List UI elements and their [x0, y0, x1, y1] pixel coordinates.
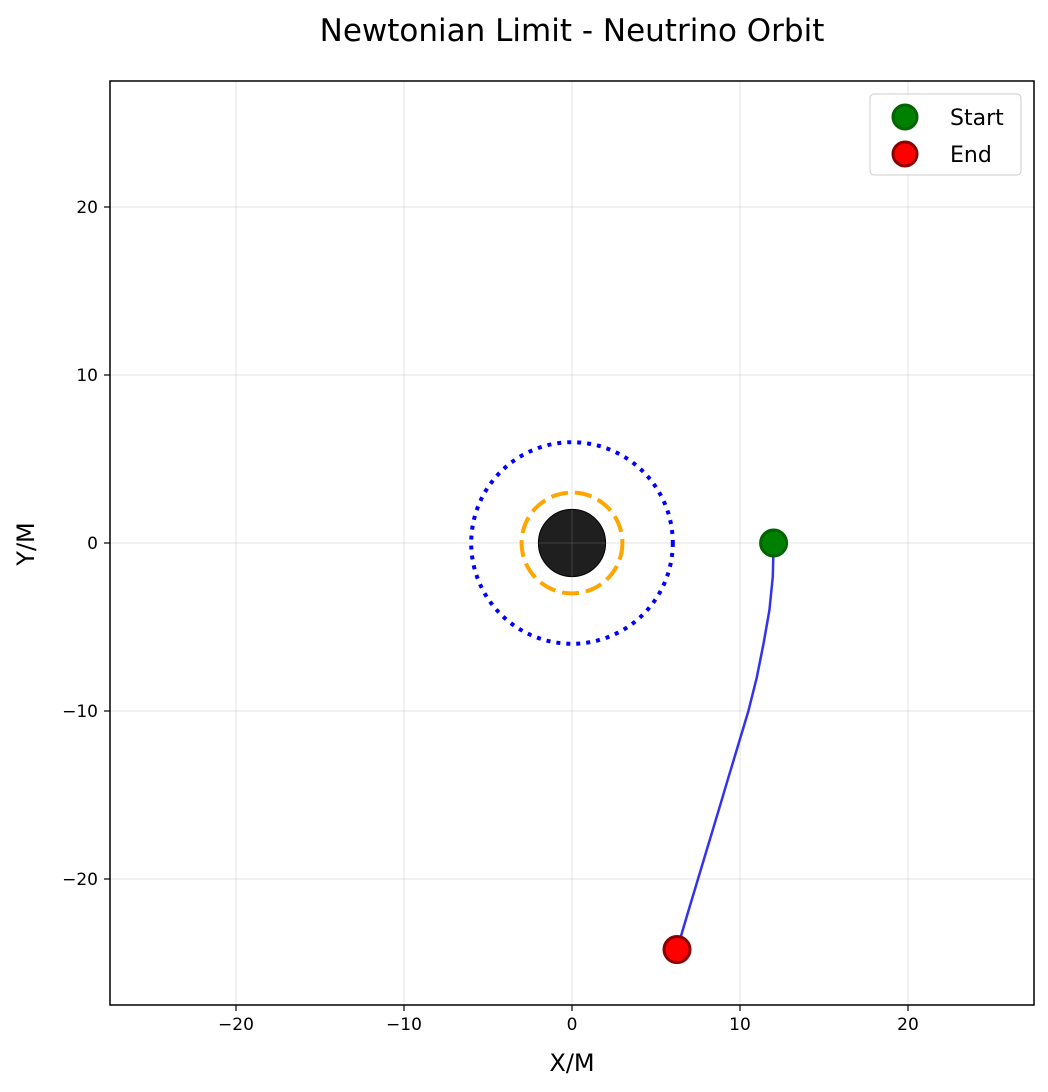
neutrino-trajectory: [675, 542, 775, 950]
legend-end-marker: [891, 140, 919, 168]
legend-end-label: End: [950, 143, 992, 168]
legend: Start End: [869, 93, 1022, 176]
ticks: −20 −10 0 10 20 −20 −10 0 10 20: [62, 198, 919, 1035]
x-tick-label: 10: [729, 1015, 751, 1035]
x-tick-label: 0: [567, 1015, 578, 1035]
y-tick-label: −10: [62, 702, 98, 722]
black-hole: [537, 508, 607, 578]
x-tick-label: −10: [386, 1015, 422, 1035]
axes-frame: [109, 80, 1035, 1006]
plot-area: [469, 440, 789, 965]
isco-circle: [469, 440, 675, 646]
x-axis-label: X/M: [549, 1049, 594, 1077]
grid: [110, 81, 1034, 1005]
photon-sphere-circle: [519, 490, 625, 596]
x-tick-label: 20: [897, 1015, 919, 1035]
end-marker: [662, 935, 692, 965]
x-tick-label: −20: [218, 1015, 254, 1035]
y-tick-label: 10: [76, 366, 98, 386]
start-marker: [759, 528, 789, 558]
legend-start-label: Start: [950, 106, 1004, 131]
y-tick-label: −20: [62, 870, 98, 890]
legend-start-marker: [891, 103, 919, 131]
y-tick-label: 0: [87, 534, 98, 554]
chart-title: Newtonian Limit - Neutrino Orbit: [320, 13, 825, 49]
y-axis-label: Y/M: [12, 522, 40, 566]
y-tick-label: 20: [76, 198, 98, 218]
